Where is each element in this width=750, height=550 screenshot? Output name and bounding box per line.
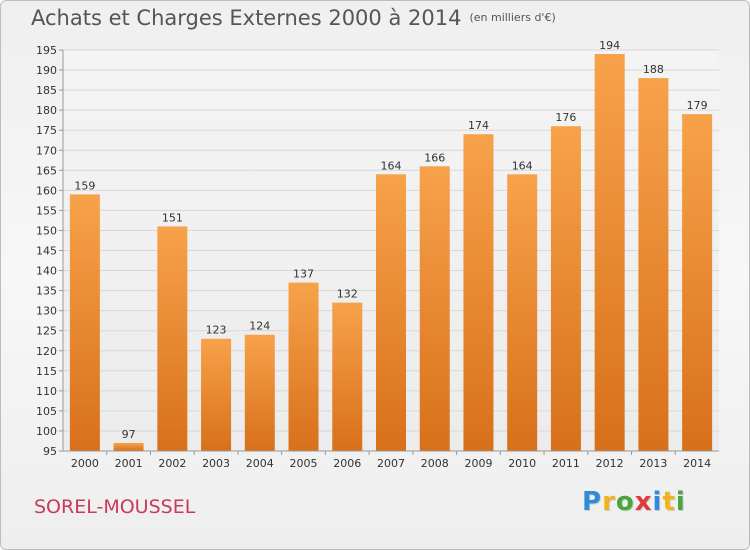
data-label-2004: 124: [249, 320, 270, 333]
x-tick-label-2008: 2008: [421, 457, 449, 470]
y-tick-label: 160: [36, 184, 57, 197]
data-label-2009: 174: [468, 119, 489, 132]
data-label-2011: 176: [555, 111, 576, 124]
y-tick-label: 140: [36, 265, 57, 278]
bars: [69, 54, 713, 452]
data-label-2008: 166: [424, 151, 445, 164]
x-tick-label-2009: 2009: [464, 457, 492, 470]
bar-2009: [463, 134, 494, 451]
data-label-2006: 132: [337, 288, 358, 301]
y-tick-label: 130: [36, 305, 57, 318]
y-tick-label: 155: [36, 204, 57, 217]
x-tick-label-2005: 2005: [290, 457, 318, 470]
data-label-2003: 123: [206, 324, 227, 337]
data-labels: 159 97 151 123 124 137 132 164 166 174 164 176 194 18…: [74, 39, 707, 441]
data-label-2014: 179: [687, 99, 708, 112]
data-label-2012: 194: [599, 39, 620, 52]
data-label-2013: 188: [643, 63, 664, 76]
bar-2002: [157, 226, 188, 451]
y-tick-label: 150: [36, 224, 57, 237]
x-tick-label-2007: 2007: [377, 457, 405, 470]
y-tick-label: 100: [36, 425, 57, 438]
data-label-2005: 137: [293, 268, 314, 281]
y-tick-label: 95: [43, 445, 57, 458]
y-tick-label: 170: [36, 144, 57, 157]
y-tick-label: 125: [36, 325, 57, 338]
bar-2003: [201, 338, 232, 451]
chart-title: Achats et Charges Externes 2000 à 2014 (e…: [31, 6, 556, 30]
x-tick-label-2014: 2014: [683, 457, 711, 470]
y-tick-label: 180: [36, 104, 57, 117]
x-tick-label-2003: 2003: [202, 457, 230, 470]
logo-letter: r: [602, 487, 616, 517]
x-tick-label-2012: 2012: [596, 457, 624, 470]
bar-2008: [419, 166, 450, 452]
data-label-2007: 164: [381, 159, 402, 172]
bar-2007: [376, 174, 406, 451]
bar-2000: [69, 194, 100, 452]
x-axis: 2000 2001 2002 2003 2004 2005 2006 2007 2008 2009…: [63, 450, 719, 470]
logo-letter: o: [615, 487, 635, 517]
y-tick-label: 175: [36, 124, 57, 137]
y-tick-label: 145: [36, 245, 57, 258]
logo-letter: i: [675, 487, 686, 517]
data-label-2002: 151: [162, 211, 183, 224]
bar-2011: [550, 126, 581, 451]
y-tick-label: 165: [36, 164, 57, 177]
x-tick-label-2002: 2002: [158, 457, 186, 470]
proxiti-logo: Proxiti: [582, 487, 686, 517]
y-tick-label: 115: [36, 365, 57, 378]
y-tick-label: 185: [36, 84, 57, 97]
x-tick-label-2001: 2001: [115, 457, 143, 470]
title-unit: (en milliers d'€): [469, 11, 556, 24]
x-tick-label-2000: 2000: [71, 457, 99, 470]
bar-2005: [288, 282, 319, 451]
title-text: Achats et Charges Externes 2000 à 2014: [31, 6, 462, 30]
data-label-2010: 164: [512, 159, 533, 172]
y-tick-label: 190: [36, 64, 57, 77]
x-tick-label-2004: 2004: [246, 457, 274, 470]
bar-2012: [594, 54, 625, 451]
data-label-2000: 159: [74, 179, 95, 192]
bar-2004: [244, 334, 275, 451]
x-tick-label-2006: 2006: [333, 457, 361, 470]
x-tick-label-2010: 2010: [508, 457, 536, 470]
bar-2014: [682, 114, 713, 451]
y-tick-label: 105: [36, 405, 57, 418]
x-tick-label-2013: 2013: [639, 457, 667, 470]
bar-2013: [638, 78, 669, 451]
logo-letter: t: [662, 487, 676, 517]
logo-letter: P: [582, 487, 603, 517]
bar-2001: [113, 442, 144, 451]
data-label-2001: 97: [122, 428, 136, 441]
y-tick-label: 135: [36, 285, 57, 298]
logo-letter: i: [652, 487, 663, 517]
logo-letter: x: [634, 487, 653, 517]
bar-2010: [507, 174, 538, 451]
y-tick-label: 110: [36, 385, 57, 398]
y-axis: 95 100 105 110 115 120 125 130 135 140 145 150 155 16…: [36, 44, 64, 458]
bar-2006: [332, 302, 363, 451]
x-tick-label-2011: 2011: [552, 457, 580, 470]
commune-name: SOREL-MOUSSEL: [34, 496, 196, 518]
y-tick-label: 195: [36, 44, 57, 57]
y-tick-label: 120: [36, 345, 57, 358]
